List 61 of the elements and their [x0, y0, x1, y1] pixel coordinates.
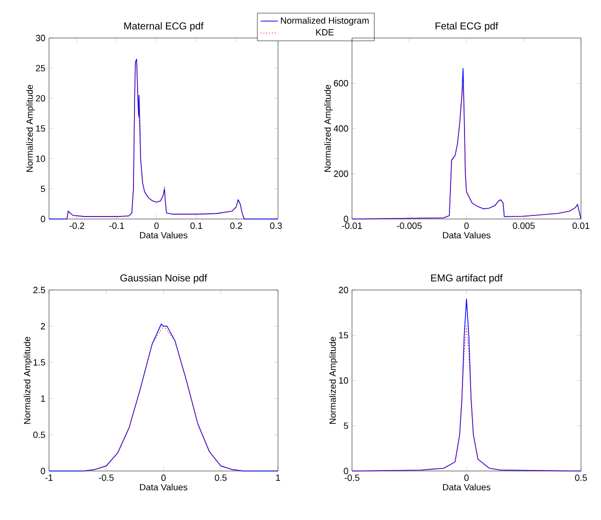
- y-tick-label: 15: [339, 332, 348, 338]
- y-tick-label: 0: [40, 468, 46, 474]
- x-tick-label: 0.5: [575, 474, 587, 481]
- y-tick-label: 1: [41, 396, 46, 402]
- y-axis-title: Normalized Amplitude: [329, 336, 338, 424]
- y-tick-label: 30: [36, 34, 46, 42]
- x-axis-title: Data Values: [140, 484, 188, 490]
- x-tick-label: 0: [154, 222, 159, 229]
- x-tick-label: -0.5: [98, 474, 114, 481]
- y-tick-label: 0: [40, 216, 46, 222]
- x-tick-label: 0.01: [572, 222, 590, 229]
- y-tick-label: 200: [334, 170, 348, 177]
- x-tick-label: 0: [464, 222, 469, 229]
- y-axis-title: Normalized Amplitude: [26, 84, 35, 172]
- y-tick-label: 20: [36, 95, 46, 102]
- x-tick-label: -0.01: [342, 222, 362, 229]
- y-tick-label: 20: [338, 286, 348, 294]
- chart-title: Fetal ECG pdf: [436, 22, 498, 32]
- x-axis-title: Data Values: [443, 232, 490, 238]
- chart-title: Maternal ECG pdf: [124, 22, 204, 32]
- x-tick-label: -0.5: [344, 474, 360, 481]
- chart-title: Gaussian Noise pdf: [120, 274, 208, 284]
- x-tick-label: 0.005: [512, 222, 535, 229]
- y-tick-label: 600: [334, 80, 348, 86]
- x-axis-title: Data Values: [140, 232, 188, 238]
- y-tick-label: 5: [40, 186, 46, 192]
- x-tick-label: 0.1: [190, 222, 202, 229]
- line-series: [66, 62, 245, 220]
- x-tick-label: -1: [45, 474, 53, 481]
- x-tick-label: 0: [161, 474, 166, 481]
- x-tick-label: 0.3: [270, 222, 282, 229]
- y-tick-label: 10: [339, 377, 348, 384]
- x-tick-label: -0.2: [70, 222, 84, 229]
- line-series: [352, 326, 582, 472]
- x-tick-label: -0.1: [109, 222, 124, 229]
- y-tick-label: 0: [344, 216, 348, 222]
- y-tick-label: 2.5: [33, 286, 46, 294]
- x-tick-label: 1: [276, 474, 280, 481]
- line-series: [82, 326, 244, 472]
- text: KDE: [316, 29, 334, 36]
- y-tick-label: 25: [36, 64, 46, 72]
- line-series: [48, 58, 278, 220]
- y-axis-title: Normalized Amplitude: [324, 84, 333, 172]
- legend-label: Normalized Histogram: [280, 17, 369, 26]
- x-tick-label: -0.005: [396, 222, 422, 229]
- x-tick-label: 0.2: [230, 222, 242, 229]
- y-tick-label: 10: [36, 155, 46, 162]
- y-tick-label: 0.5: [33, 432, 46, 438]
- y-tick-label: 15: [36, 125, 46, 132]
- y-tick-label: 2: [40, 323, 46, 330]
- chart-title: EMG artifact pdf: [431, 274, 503, 284]
- y-tick-label: 5: [344, 422, 348, 429]
- x-tick-label: 0.5: [214, 474, 227, 481]
- x-tick-label: 0: [464, 474, 469, 481]
- x-axis-title: Data Values: [443, 484, 490, 490]
- y-tick-label: 0: [344, 468, 348, 474]
- y-axis-title: Normalized Amplitude: [24, 336, 32, 424]
- line-series: [352, 298, 582, 472]
- line-series: [48, 324, 278, 472]
- y-tick-label: 400: [334, 125, 348, 132]
- y-tick-label: 1.5: [34, 359, 46, 366]
